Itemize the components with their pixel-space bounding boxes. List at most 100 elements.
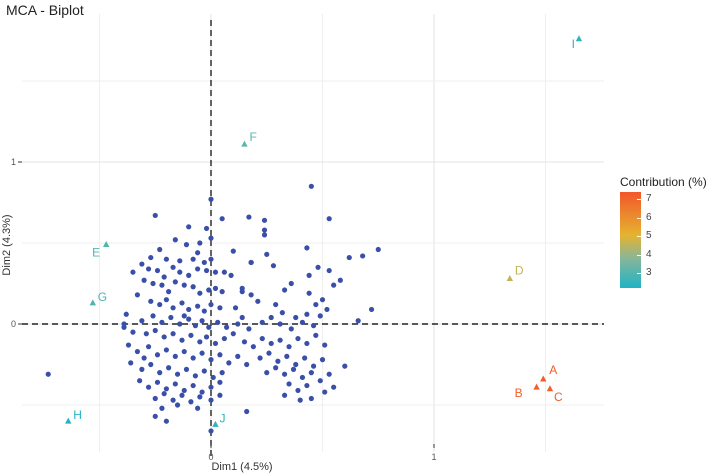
legend-tick-labels: 3 4 5 6 7 — [620, 192, 700, 288]
individual-point — [163, 256, 169, 262]
individual-point — [250, 344, 256, 350]
individual-point — [152, 413, 158, 419]
variable-marker-c — [546, 385, 554, 392]
individual-point — [288, 326, 294, 332]
x-axis-label: Dim1 (4.5%) — [211, 461, 272, 473]
individual-point — [299, 374, 306, 381]
y-tick-label: 0 — [11, 319, 16, 329]
individual-point — [172, 237, 178, 243]
individual-point — [139, 318, 145, 324]
legend-tick-label: 5 — [646, 230, 652, 242]
individual-point — [128, 360, 134, 366]
individual-point — [306, 290, 312, 296]
individual-point — [192, 323, 198, 329]
individual-point — [208, 397, 214, 403]
individual-point — [281, 287, 288, 293]
individual-point — [206, 287, 212, 293]
individual-point — [244, 361, 250, 368]
individual-point — [308, 370, 314, 376]
individual-point — [148, 361, 154, 368]
individual-point — [215, 319, 221, 325]
individual-point — [134, 292, 141, 298]
individual-point — [172, 279, 178, 285]
variable-label-j: J — [219, 411, 225, 425]
individual-point — [326, 216, 332, 222]
individual-point — [275, 358, 281, 364]
variable-label-i: I — [572, 37, 575, 51]
individual-point — [331, 384, 337, 390]
individual-point — [139, 366, 145, 372]
legend-colorbar — [620, 192, 641, 288]
individual-point — [157, 301, 163, 308]
individual-point — [261, 232, 268, 238]
individual-point — [221, 269, 227, 275]
individual-point — [232, 305, 239, 311]
individual-point — [264, 251, 270, 257]
individual-point — [172, 353, 178, 359]
individual-point — [239, 289, 245, 295]
individual-point — [148, 298, 154, 304]
individual-point — [317, 313, 323, 319]
individual-point — [177, 269, 183, 275]
legend-tick-label: 3 — [646, 267, 652, 279]
individual-point — [208, 196, 214, 202]
variable-points: A B C D E F G H I J — [65, 35, 583, 427]
legend-tick-mark — [637, 254, 641, 256]
x-tick-label: 1 — [431, 452, 436, 462]
individual-point — [208, 357, 214, 363]
individual-point — [244, 408, 250, 415]
variable-label-b: B — [515, 386, 523, 400]
individual-point — [170, 305, 176, 311]
individual-point — [195, 250, 201, 256]
individual-point — [177, 321, 183, 327]
variable-label-c: C — [554, 390, 563, 404]
individual-point — [137, 378, 143, 384]
individual-point — [319, 297, 326, 303]
legend-tick-mark — [637, 199, 641, 201]
individual-point — [212, 340, 219, 347]
individual-point — [277, 321, 283, 327]
legend-tick-mark — [637, 236, 641, 238]
individual-point — [266, 350, 272, 356]
individual-point — [288, 280, 294, 287]
individual-point — [152, 395, 158, 402]
individual-point — [293, 361, 299, 368]
individual-point — [375, 246, 381, 253]
individual-point — [201, 308, 207, 314]
individual-point — [197, 339, 203, 345]
individual-point — [221, 335, 227, 342]
individual-point — [360, 253, 366, 259]
individual-point — [203, 267, 210, 274]
individual-point — [134, 348, 141, 355]
individual-point — [197, 394, 203, 400]
individual-point — [304, 382, 310, 389]
variable-marker-i — [575, 35, 583, 42]
individual-point — [163, 347, 169, 353]
variable-marker-g — [89, 299, 97, 306]
individual-point — [255, 298, 261, 304]
individual-point — [186, 306, 192, 313]
variable-marker-d — [506, 275, 514, 282]
individual-point — [217, 392, 223, 398]
individual-point — [293, 314, 299, 321]
individual-point — [150, 313, 156, 319]
individual-point — [201, 368, 207, 374]
individual-point — [235, 321, 241, 327]
individual-point — [286, 381, 292, 387]
individual-point — [163, 418, 169, 424]
individual-point — [123, 311, 129, 317]
individual-point — [170, 331, 176, 337]
contribution-legend: Contribution (%) 3 4 5 6 7 — [620, 175, 708, 288]
individual-point — [181, 313, 187, 319]
individual-point — [235, 353, 241, 359]
individual-point — [257, 355, 263, 361]
individual-point — [190, 382, 196, 389]
individual-point — [304, 245, 310, 251]
individual-point — [317, 378, 323, 384]
individual-point — [241, 339, 248, 345]
individual-point — [208, 301, 214, 308]
individual-point — [342, 363, 348, 369]
individual-point — [157, 370, 163, 376]
individual-point — [159, 319, 165, 325]
